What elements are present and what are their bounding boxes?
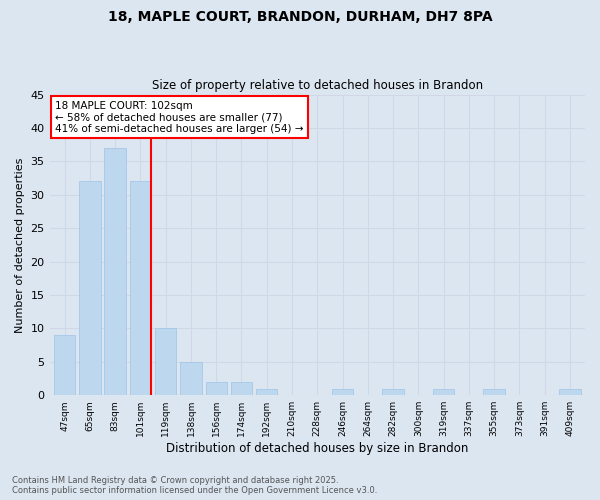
Bar (559, 388, 581, 395)
Y-axis label: Number of detached properties: Number of detached properties (15, 157, 25, 332)
Bar (332, 388, 353, 395)
Bar (79, 182, 101, 395)
X-axis label: Distribution of detached houses by size in Brandon: Distribution of detached houses by size … (166, 442, 469, 455)
Text: 18 MAPLE COURT: 102sqm
← 58% of detached houses are smaller (77)
41% of semi-det: 18 MAPLE COURT: 102sqm ← 58% of detached… (55, 100, 304, 134)
Bar (180, 362, 202, 395)
Bar (256, 388, 277, 395)
Title: Size of property relative to detached houses in Brandon: Size of property relative to detached ho… (152, 79, 483, 92)
Bar (382, 388, 404, 395)
Bar (206, 382, 227, 395)
Text: Contains HM Land Registry data © Crown copyright and database right 2025.
Contai: Contains HM Land Registry data © Crown c… (12, 476, 377, 495)
Bar (433, 388, 454, 395)
Bar (104, 148, 126, 395)
Bar (231, 382, 252, 395)
Bar (130, 182, 151, 395)
Bar (484, 388, 505, 395)
Text: 18, MAPLE COURT, BRANDON, DURHAM, DH7 8PA: 18, MAPLE COURT, BRANDON, DURHAM, DH7 8P… (107, 10, 493, 24)
Bar (155, 328, 176, 395)
Bar (54, 335, 76, 395)
